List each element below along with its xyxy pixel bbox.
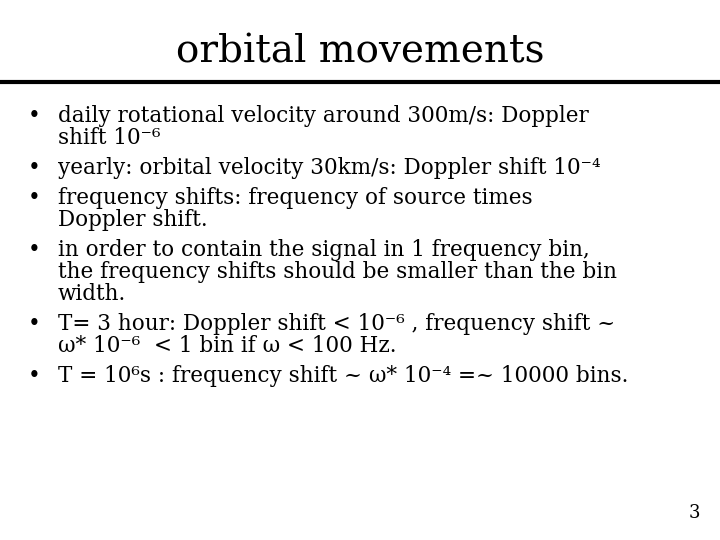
Text: •: • bbox=[28, 313, 41, 335]
Text: yearly: orbital velocity 30km/s: Doppler shift 10⁻⁴: yearly: orbital velocity 30km/s: Doppler… bbox=[58, 157, 600, 179]
Text: daily rotational velocity around 300m/s: Doppler: daily rotational velocity around 300m/s:… bbox=[58, 105, 589, 127]
Text: orbital movements: orbital movements bbox=[176, 33, 544, 71]
Text: •: • bbox=[28, 105, 41, 127]
Text: •: • bbox=[28, 239, 41, 261]
Text: frequency shifts: frequency of source times: frequency shifts: frequency of source ti… bbox=[58, 187, 533, 209]
Text: in order to contain the signal in 1 frequency bin,: in order to contain the signal in 1 freq… bbox=[58, 239, 590, 261]
Text: width.: width. bbox=[58, 283, 126, 305]
Text: T = 10⁶s : frequency shift ~ ω* 10⁻⁴ =~ 10000 bins.: T = 10⁶s : frequency shift ~ ω* 10⁻⁴ =~ … bbox=[58, 365, 629, 387]
Text: •: • bbox=[28, 187, 41, 209]
Text: 3: 3 bbox=[688, 504, 700, 522]
Text: •: • bbox=[28, 365, 41, 387]
Text: T= 3 hour: Doppler shift < 10⁻⁶ , frequency shift ~: T= 3 hour: Doppler shift < 10⁻⁶ , freque… bbox=[58, 313, 616, 335]
Text: shift 10⁻⁶: shift 10⁻⁶ bbox=[58, 127, 161, 149]
Text: ω* 10⁻⁶  < 1 bin if ω < 100 Hz.: ω* 10⁻⁶ < 1 bin if ω < 100 Hz. bbox=[58, 335, 397, 357]
Text: Doppler shift.: Doppler shift. bbox=[58, 209, 207, 231]
Text: the frequency shifts should be smaller than the bin: the frequency shifts should be smaller t… bbox=[58, 261, 617, 283]
Text: •: • bbox=[28, 157, 41, 179]
